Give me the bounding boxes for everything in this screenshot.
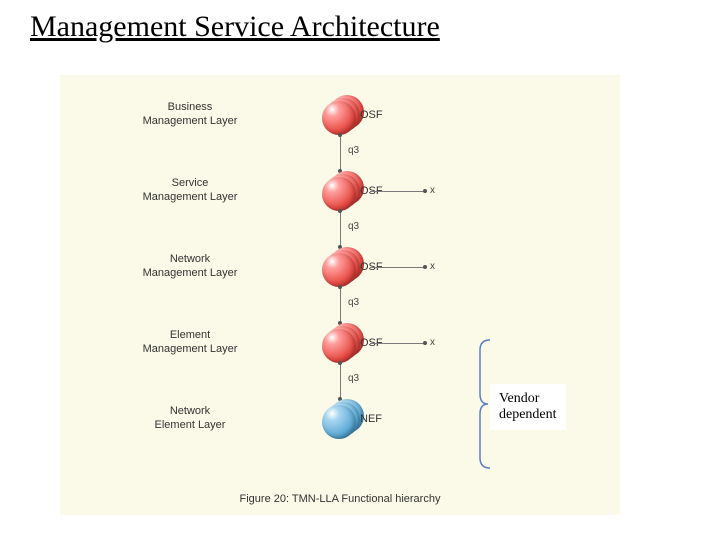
q-label: q3: [348, 221, 359, 232]
vertical-connector: [340, 363, 341, 399]
layer-sphere-group: OSF: [320, 171, 370, 211]
layer-label: Element Management Layer: [115, 329, 265, 357]
red-sphere-icon: [322, 253, 356, 287]
callout-line1: Vendor: [499, 391, 539, 406]
q-label: q3: [348, 297, 359, 308]
layer-label: Service Management Layer: [115, 177, 265, 205]
layer-sphere-group: NEF: [320, 399, 370, 439]
x-label: x: [430, 185, 435, 196]
red-sphere-icon: [322, 101, 356, 135]
page-title: Management Service Architecture: [30, 10, 440, 44]
x-connector-dot: [423, 189, 427, 193]
layer-sphere-group: OSF: [320, 323, 370, 363]
q-label: q3: [348, 145, 359, 156]
sphere-caption: NEF: [360, 413, 382, 425]
x-connector-dot: [423, 341, 427, 345]
layer-label: Business Management Layer: [115, 101, 265, 129]
vertical-connector: [340, 211, 341, 247]
callout-line2: dependent: [499, 407, 557, 422]
x-label: x: [430, 337, 435, 348]
x-connector-dot: [423, 265, 427, 269]
sphere-caption: OSF: [360, 109, 383, 121]
connector-dot: [338, 361, 342, 365]
connector-dot: [338, 209, 342, 213]
blue-sphere-icon: [322, 405, 356, 439]
figure-caption: Figure 20: TMN-LLA Functional hierarchy: [60, 493, 620, 505]
x-label: x: [430, 261, 435, 272]
red-sphere-icon: [322, 177, 356, 211]
connector-dot: [338, 133, 342, 137]
connector-dot: [338, 285, 342, 289]
q-label: q3: [348, 373, 359, 384]
red-sphere-icon: [322, 329, 356, 363]
vertical-connector: [340, 287, 341, 323]
x-connector: [370, 191, 425, 192]
figure-area: Figure 20: TMN-LLA Functional hierarchy …: [60, 75, 620, 515]
layer-label: Network Element Layer: [115, 405, 265, 433]
layer-label: Network Management Layer: [115, 253, 265, 281]
layer-sphere-group: OSF: [320, 247, 370, 287]
layer-sphere-group: OSF: [320, 95, 370, 135]
callout-vendor-dependent: Vendor dependent: [490, 384, 566, 430]
x-connector: [370, 267, 425, 268]
vertical-connector: [340, 135, 341, 171]
x-connector: [370, 343, 425, 344]
